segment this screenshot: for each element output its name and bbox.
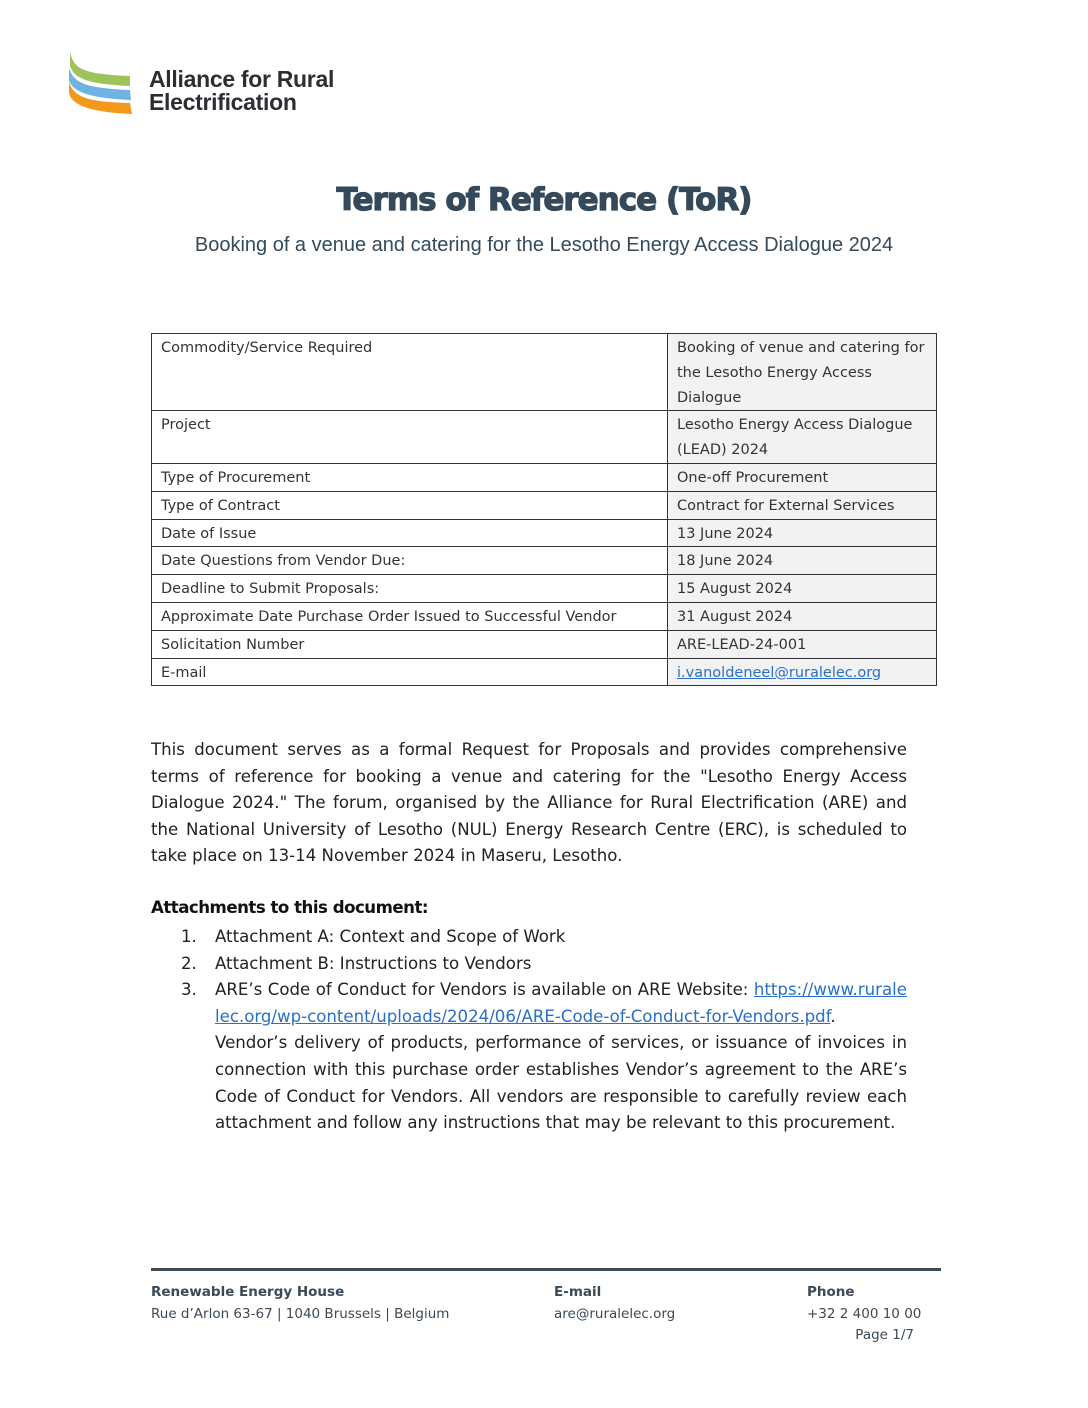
list-number: 2. (181, 953, 197, 973)
list-number: 3. (181, 980, 197, 1000)
table-row: Solicitation Number ARE-LEAD-24-001 (151, 629, 937, 659)
page-title: Terms of Reference (ToR) (336, 181, 753, 218)
list-item: 1. Attachment A: Context and Scope of Wor… (151, 924, 907, 951)
footer-divider (151, 1268, 941, 1271)
attachments-heading: Attachments to this document: (151, 898, 429, 917)
row-label: Commodity/Service Required (151, 332, 668, 412)
attachments-list: 1. Attachment A: Context and Scope of Wor… (151, 924, 907, 1137)
row-value: 18 June 2024 (667, 546, 937, 576)
logo-text-line2: Electrification (149, 89, 297, 115)
table-row: E-mail i.vanoldeneel@ruralelec.org (151, 657, 937, 687)
table-row: Project Lesotho Energy Access Dialogue (L… (151, 410, 937, 464)
row-label: Type of Procurement (151, 462, 668, 492)
intro-paragraph: This document serves as a formal Request… (151, 740, 907, 866)
row-label: Deadline to Submit Proposals: (151, 574, 668, 603)
list-text-continued: . Vendor’s delivery of products, perform… (215, 1006, 907, 1133)
footer-address: Rue d’Arlon 63-67 | 1040 Brussels | Belg… (151, 1306, 450, 1322)
list-text: Attachment A: Context and Scope of Work (215, 927, 566, 946)
table-row: Deadline to Submit Proposals: 15 August 2… (151, 574, 937, 603)
row-value: ARE-LEAD-24-001 (667, 629, 937, 659)
code-of-conduct-link[interactable]: https://www.ruralelec.org/wp-content/upl… (215, 980, 907, 1026)
row-value: 31 August 2024 (667, 601, 937, 631)
row-value: 13 June 2024 (667, 518, 937, 548)
logo (66, 50, 136, 118)
table-row: Type of Contract Contract for External Se… (151, 490, 937, 520)
logo-text: Alliance for Rural Electrification (149, 68, 334, 114)
row-label: E-mail (151, 657, 668, 687)
row-label: Date of Issue (151, 518, 668, 548)
table-row: Date of Issue 13 June 2024 (151, 518, 937, 548)
table-row: Commodity/Service Required Booking of ven… (151, 332, 937, 412)
row-label: Type of Contract (151, 490, 668, 520)
page-number: Page 1/7 (855, 1327, 914, 1343)
table-row: Approximate Date Purchase Order Issued t… (151, 601, 937, 631)
procurement-info-table: Commodity/Service Required Booking of ven… (151, 332, 937, 687)
row-value: i.vanoldeneel@ruralelec.org (667, 657, 937, 687)
row-value: Contract for External Services (667, 490, 937, 520)
contact-email-link[interactable]: i.vanoldeneel@ruralelec.org (677, 664, 882, 681)
logo-text-line1: Alliance for Rural (149, 66, 335, 92)
footer-address-heading: Renewable Energy House (151, 1284, 345, 1300)
row-label: Solicitation Number (151, 629, 668, 659)
row-label: Approximate Date Purchase Order Issued t… (151, 601, 668, 631)
row-value: Lesotho Energy Access Dialogue (LEAD) 20… (667, 410, 937, 464)
row-value: Booking of venue and catering for the Le… (667, 332, 937, 412)
page-subtitle: Booking of a venue and catering for the … (194, 234, 894, 256)
list-item: 2. Attachment B: Instructions to Vendors (151, 951, 907, 978)
list-number: 1. (181, 927, 197, 946)
row-label: Project (151, 410, 668, 464)
row-label: Date Questions from Vendor Due: (151, 546, 668, 576)
list-text: Attachment B: Instructions to Vendors (215, 953, 532, 973)
row-value: 15 August 2024 (667, 574, 937, 603)
list-text: ARE’s Code of Conduct for Vendors is ava… (215, 980, 754, 1000)
list-item: 3. ARE’s Code of Conduct for Vendors is a… (151, 977, 907, 1137)
footer-phone: +32 2 400 10 00 (807, 1306, 922, 1322)
table-row: Date Questions from Vendor Due: 18 June 2… (151, 546, 937, 576)
row-value: One-off Procurement (667, 462, 937, 492)
logo-waves-icon (69, 52, 132, 114)
footer-email-heading: E-mail (554, 1284, 602, 1300)
footer-phone-heading: Phone (807, 1284, 855, 1300)
table-row: Type of Procurement One-off Procurement (151, 462, 937, 492)
footer-email: are@ruralelec.org (554, 1306, 676, 1322)
